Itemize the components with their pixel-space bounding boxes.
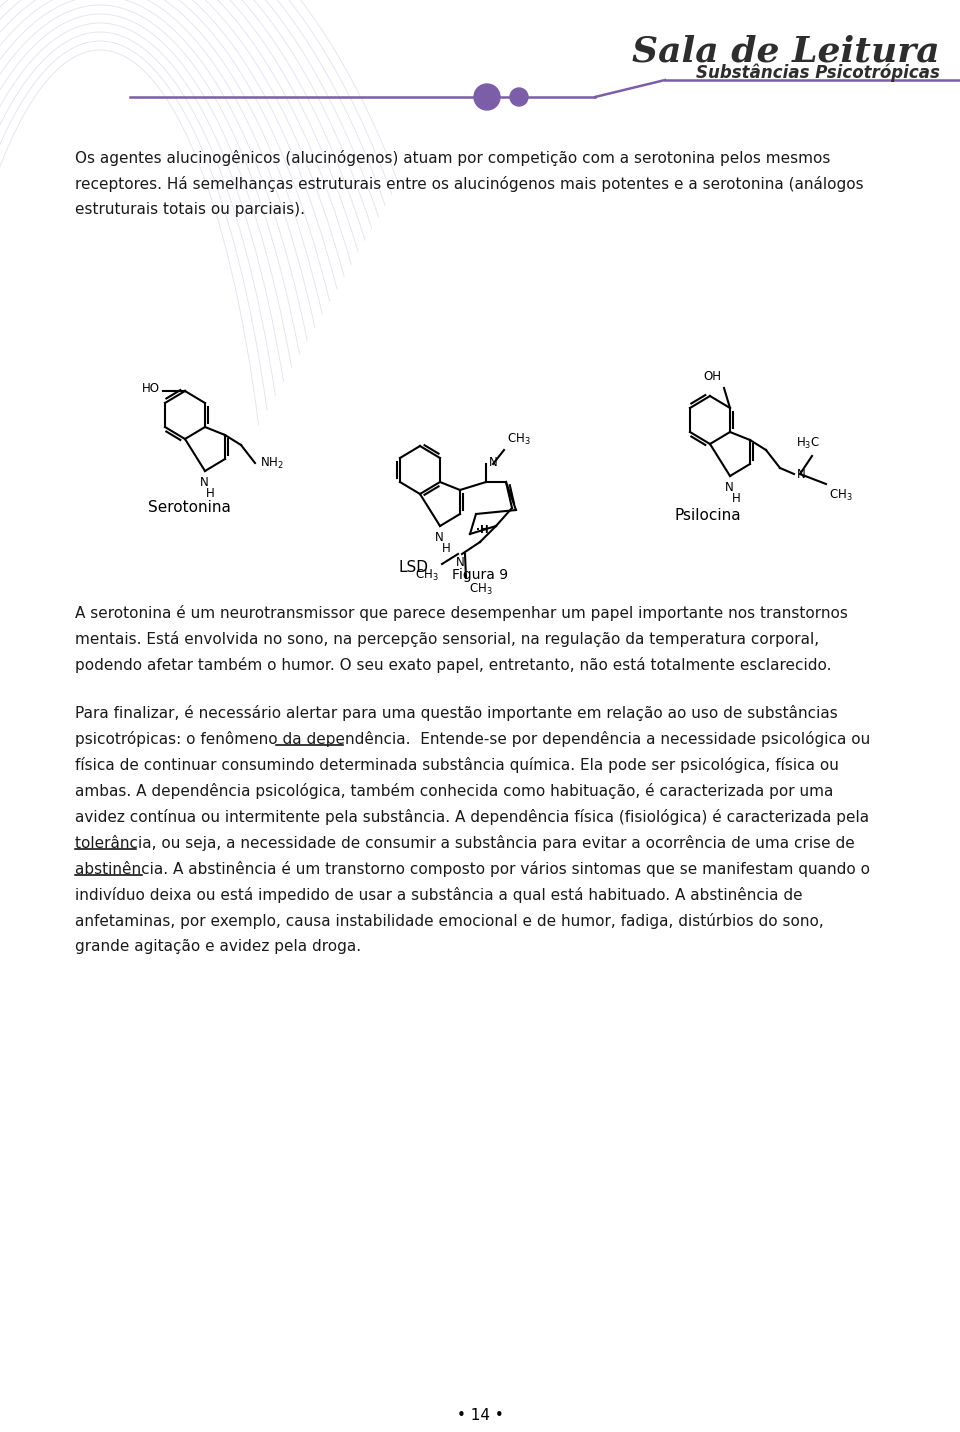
Circle shape xyxy=(510,87,528,106)
Text: Psilocina: Psilocina xyxy=(675,508,742,523)
Text: N: N xyxy=(435,531,444,544)
Text: CH$_3$: CH$_3$ xyxy=(507,432,531,447)
Text: psicotrópicas: o fenômeno da dependência.  Entende-se por dependência a necessid: psicotrópicas: o fenômeno da dependência… xyxy=(75,730,871,748)
Text: N: N xyxy=(200,475,208,488)
Text: H: H xyxy=(205,487,214,500)
Text: anfetaminas, por exemplo, causa instabilidade emocional e de humor, fadiga, dist: anfetaminas, por exemplo, causa instabil… xyxy=(75,914,824,929)
Text: indivíduo deixa ou está impedido de usar a substância a qual está habituado. A a: indivíduo deixa ou está impedido de usar… xyxy=(75,886,803,904)
Text: CH$_3$: CH$_3$ xyxy=(469,581,492,597)
Text: física de continuar consumindo determinada substância química. Ela pode ser psic: física de continuar consumindo determina… xyxy=(75,758,839,773)
Text: • 14 •: • 14 • xyxy=(457,1408,503,1423)
Text: N: N xyxy=(456,556,465,569)
Text: A serotonina é um neurotransmissor que parece desempenhar um papel importante no: A serotonina é um neurotransmissor que p… xyxy=(75,604,848,621)
Text: Sala de Leitura: Sala de Leitura xyxy=(633,34,940,69)
Text: CH$_3$: CH$_3$ xyxy=(416,569,439,583)
Text: grande agitação e avidez pela droga.: grande agitação e avidez pela droga. xyxy=(75,939,361,954)
Text: ·H: ·H xyxy=(476,526,489,536)
Text: Figura 9: Figura 9 xyxy=(452,569,508,581)
Text: estruturais totais ou parciais).: estruturais totais ou parciais). xyxy=(75,202,305,218)
Text: podendo afetar também o humor. O seu exato papel, entretanto, não está totalment: podendo afetar também o humor. O seu exa… xyxy=(75,657,831,673)
Text: Serotonina: Serotonina xyxy=(148,500,230,516)
Text: LSD: LSD xyxy=(398,560,428,576)
Text: N: N xyxy=(797,467,805,481)
Text: HO: HO xyxy=(142,382,160,395)
Text: N: N xyxy=(725,481,733,494)
Text: Para finalizar, é necessário alertar para uma questão importante em relação ao u: Para finalizar, é necessário alertar par… xyxy=(75,705,838,720)
Text: ambas. A dependência psicológica, também conhecida como habituação, é caracteriz: ambas. A dependência psicológica, também… xyxy=(75,783,833,799)
Text: NH$_2$: NH$_2$ xyxy=(260,455,284,471)
Text: tolerância, ou seja, a necessidade de consumir a substância para evitar a ocorrê: tolerância, ou seja, a necessidade de co… xyxy=(75,835,854,851)
Text: H$_3$C: H$_3$C xyxy=(796,435,820,451)
Text: CH$_3$: CH$_3$ xyxy=(829,488,852,503)
Text: abstinência. A abstinência é um transtorno composto por vários sintomas que se m: abstinência. A abstinência é um transtor… xyxy=(75,861,870,876)
Text: N: N xyxy=(489,455,497,468)
Text: OH: OH xyxy=(703,369,721,382)
Text: Os agentes alucinogênicos (alucinógenos) atuam por competição com a serotonina p: Os agentes alucinogênicos (alucinógenos)… xyxy=(75,150,830,166)
Circle shape xyxy=(474,84,500,110)
Text: Substâncias Psicotrópicas: Substâncias Psicotrópicas xyxy=(696,64,940,82)
Text: H: H xyxy=(442,541,450,556)
Text: receptores. Há semelhanças estruturais entre os alucinógenos mais potentes e a s: receptores. Há semelhanças estruturais e… xyxy=(75,176,864,192)
Text: H: H xyxy=(732,493,740,505)
Text: avidez contínua ou intermitente pela substância. A dependência física (fisiológi: avidez contínua ou intermitente pela sub… xyxy=(75,809,869,825)
Text: mentais. Está envolvida no sono, na percepção sensorial, na regulação da tempera: mentais. Está envolvida no sono, na perc… xyxy=(75,632,819,647)
